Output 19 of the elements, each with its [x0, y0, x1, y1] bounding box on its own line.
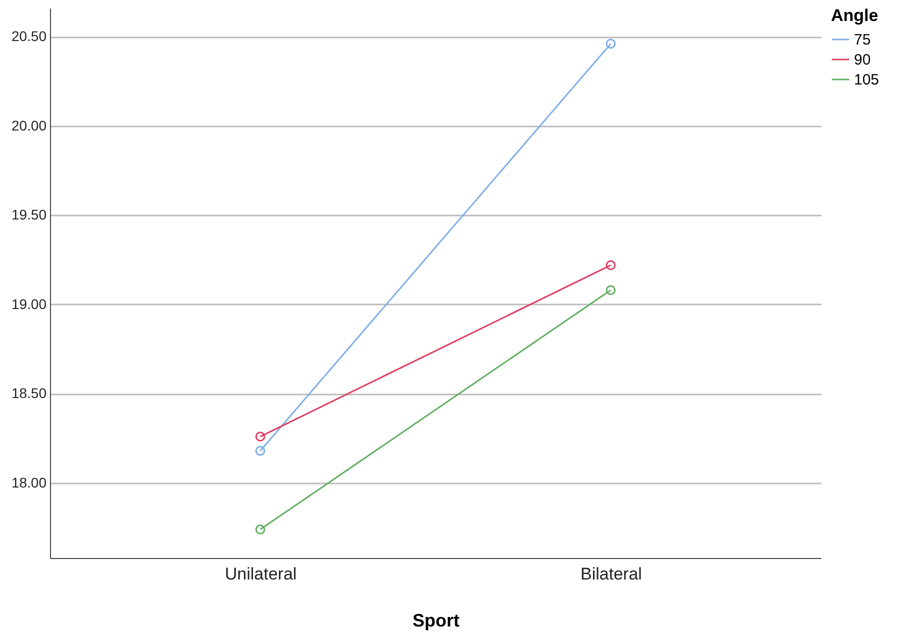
legend-label: 75 [854, 32, 871, 48]
point [255, 524, 266, 534]
y-tick-label: 20.50 [11, 28, 47, 44]
y-tick-label: 18.50 [11, 385, 47, 402]
legend-title: Angle [831, 6, 878, 25]
legend-label: 90 [854, 52, 871, 68]
point [606, 38, 616, 49]
point [255, 432, 266, 442]
point [606, 285, 616, 296]
x-axis-title: Sport [412, 610, 460, 630]
point [606, 260, 616, 270]
x-tick-label: Bilateral [580, 564, 642, 584]
legend-label: 105 [854, 72, 880, 88]
y-tick-label: 19.00 [11, 296, 47, 312]
point [255, 446, 266, 456]
x-tick-label: Unilateral [224, 564, 297, 584]
y-tick-label: 19.50 [11, 206, 47, 223]
y-tick-label: 18.00 [11, 474, 47, 490]
y-tick-label: 20.00 [11, 117, 47, 134]
